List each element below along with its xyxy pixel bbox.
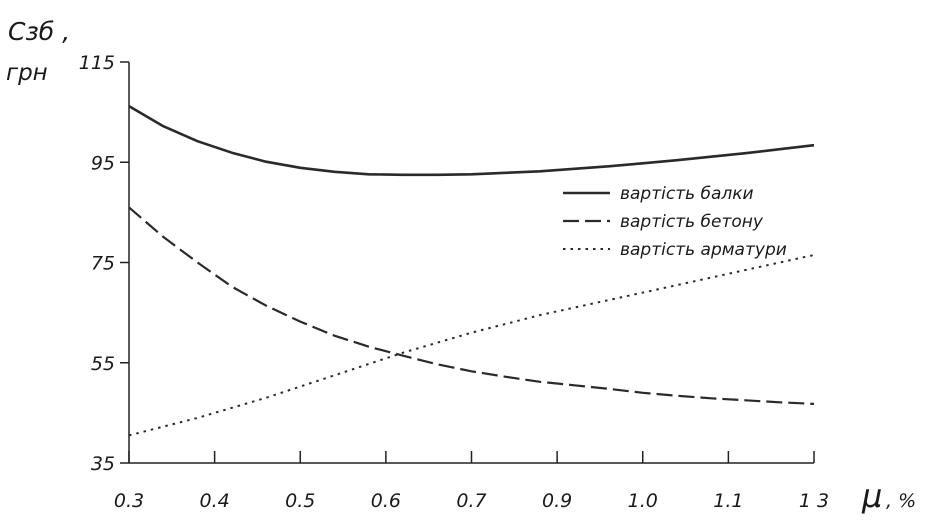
legend: вартість балки вартість бетону вартість ар…	[563, 184, 787, 260]
x-tick-label: 0.9	[542, 490, 572, 512]
y-tick-label: 115	[79, 52, 115, 74]
x-tick-label: 0.3	[114, 490, 144, 512]
x-tick-label: 1.1	[713, 490, 743, 512]
series-line-2	[128, 206, 815, 405]
y-axis-title-line1: Сзб ,	[8, 17, 70, 46]
x-axis-title-unit: , %	[886, 490, 916, 512]
series-line-3	[128, 254, 815, 437]
y-tick-label: 95	[91, 152, 115, 174]
x-tick-label: 1 3	[799, 490, 829, 512]
series-line-1	[128, 104, 815, 177]
legend-label-2: вартість бетону	[620, 212, 764, 232]
x-tick-label: 0.6	[371, 490, 401, 512]
legend-label-3: вартість арматури	[620, 240, 787, 260]
series-lines	[128, 104, 815, 437]
y-tick-label: 75	[91, 253, 115, 275]
x-tick-label: 0.5	[285, 490, 315, 512]
y-axis-title-line2: грн	[6, 60, 48, 86]
x-tick-label: 0.4	[200, 490, 230, 512]
x-tick-label: 0.7	[456, 490, 486, 512]
y-tick-label: 35	[91, 453, 115, 475]
x-axis-title-symbol: μ	[861, 477, 882, 515]
y-tick-label: 55	[91, 353, 115, 375]
x-tick-label: 1.0	[628, 490, 658, 512]
axes: 35 55 75 95 115 0.3 0.4 0.5 0.6 0.7 0.9 1.0 1.1 1 3	[79, 52, 829, 512]
legend-label-1: вартість балки	[620, 184, 754, 204]
